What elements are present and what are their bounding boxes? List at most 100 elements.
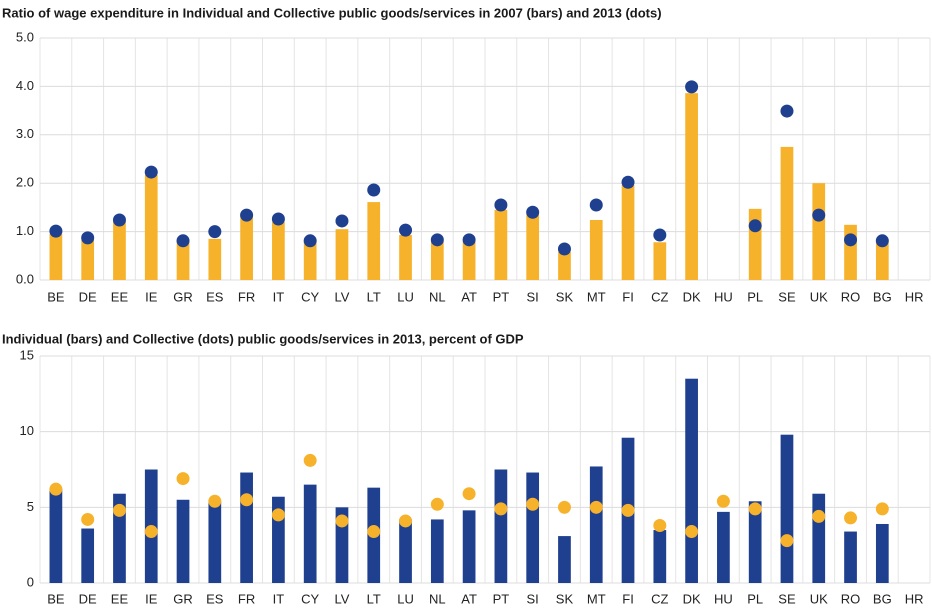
x-tick-label: HU	[714, 591, 733, 606]
x-tick-label: PT	[493, 591, 510, 606]
dot	[271, 508, 285, 522]
dot	[81, 231, 95, 245]
x-tick-label: SI	[527, 591, 539, 606]
dot	[748, 219, 762, 233]
dot	[526, 497, 540, 511]
x-tick-label: DK	[683, 591, 701, 606]
dot	[748, 502, 762, 516]
bar	[780, 434, 794, 583]
bar	[430, 241, 444, 280]
dot	[81, 512, 95, 526]
x-tick-label: UK	[810, 591, 828, 606]
y-tick-label: 3.0	[16, 126, 34, 141]
bar	[208, 238, 222, 280]
dot	[240, 208, 254, 222]
dot	[653, 228, 667, 242]
bar	[399, 234, 412, 280]
dot	[240, 493, 254, 507]
chart-title: Ratio of wage expenditure in Individual …	[2, 5, 662, 20]
bar	[685, 93, 698, 281]
x-tick-label: MT	[587, 591, 606, 606]
y-tick-label: 15	[20, 347, 34, 362]
x-tick-label: MT	[587, 289, 606, 304]
dot	[462, 233, 476, 247]
x-tick-label: PL	[747, 289, 763, 304]
x-tick-label: AT	[461, 591, 477, 606]
dot	[430, 497, 444, 511]
bar	[462, 241, 476, 280]
x-tick-label: BE	[47, 289, 65, 304]
x-tick-label: LT	[367, 591, 381, 606]
x-tick-label: SK	[556, 289, 574, 304]
bar	[430, 519, 444, 583]
dot	[144, 165, 158, 179]
dot	[303, 453, 317, 467]
dot	[812, 509, 826, 523]
x-tick-label: CZ	[651, 289, 668, 304]
x-tick-label: IE	[145, 289, 158, 304]
bar	[526, 214, 540, 280]
dot	[144, 525, 158, 539]
x-tick-label: SK	[556, 591, 574, 606]
x-tick-label: DE	[79, 289, 97, 304]
dot	[685, 80, 699, 94]
dot	[271, 212, 285, 226]
dot	[685, 525, 699, 539]
x-tick-label: LV	[334, 289, 349, 304]
x-tick-label: BE	[47, 591, 65, 606]
bar	[844, 224, 857, 280]
chart-title: Individual (bars) and Collective (dots) …	[2, 331, 524, 346]
x-tick-label: GR	[173, 289, 193, 304]
bar	[812, 183, 826, 280]
dot	[875, 502, 889, 516]
x-tick-label: LU	[397, 591, 414, 606]
dot	[176, 472, 190, 486]
y-tick-label: 0.0	[16, 271, 34, 286]
x-tick-label: EE	[111, 289, 129, 304]
x-tick-label: FI	[622, 289, 634, 304]
x-tick-label: SE	[778, 591, 796, 606]
bar	[335, 229, 349, 280]
dot	[430, 233, 444, 247]
x-tick-label: GR	[173, 591, 193, 606]
x-tick-label: FI	[622, 591, 634, 606]
bar	[685, 378, 698, 583]
x-tick-label: ES	[206, 289, 224, 304]
y-tick-label: 5	[27, 499, 34, 514]
dot	[335, 514, 349, 528]
dot	[49, 224, 63, 238]
x-tick-label: DE	[79, 591, 97, 606]
bar	[399, 519, 412, 583]
x-tick-label: SE	[778, 289, 796, 304]
x-tick-label: IT	[273, 289, 285, 304]
x-tick-label: BG	[873, 591, 892, 606]
x-tick-label: IT	[273, 591, 285, 606]
dot	[335, 214, 349, 228]
bar	[462, 510, 476, 583]
bar	[81, 528, 95, 583]
x-tick-label: RO	[841, 289, 861, 304]
bar	[240, 216, 253, 280]
bar	[812, 493, 826, 583]
dot	[208, 225, 222, 239]
x-tick-label: FR	[238, 591, 255, 606]
dot	[557, 242, 571, 256]
dot	[208, 494, 222, 508]
dot	[367, 525, 381, 539]
dot	[621, 503, 635, 517]
x-tick-label: CZ	[651, 591, 668, 606]
dot	[49, 482, 63, 496]
bar	[113, 493, 126, 583]
y-tick-label: 0	[27, 574, 34, 589]
dot	[399, 514, 413, 528]
dot	[589, 198, 603, 212]
bar	[875, 523, 889, 583]
dot	[716, 494, 730, 508]
bar	[144, 174, 158, 280]
bar	[589, 466, 603, 583]
x-tick-label: LU	[397, 289, 414, 304]
bar	[176, 499, 190, 583]
x-tick-label: HU	[714, 289, 733, 304]
dot	[176, 234, 190, 248]
